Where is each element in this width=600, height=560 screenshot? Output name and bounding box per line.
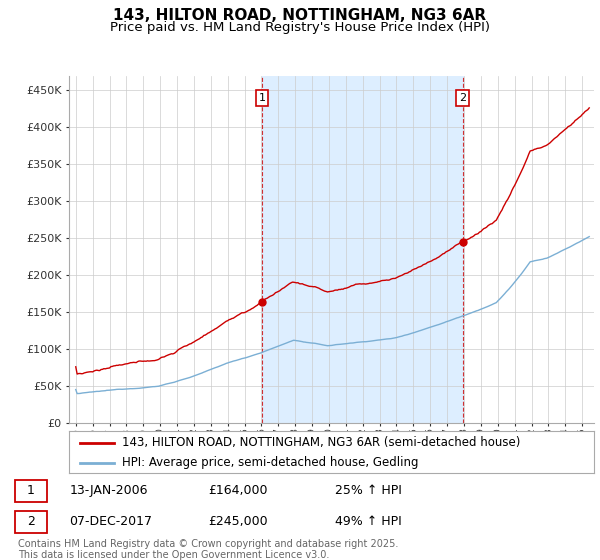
Text: HPI: Average price, semi-detached house, Gedling: HPI: Average price, semi-detached house,… [121,456,418,469]
FancyBboxPatch shape [15,479,47,502]
Text: 143, HILTON ROAD, NOTTINGHAM, NG3 6AR (semi-detached house): 143, HILTON ROAD, NOTTINGHAM, NG3 6AR (s… [121,436,520,450]
FancyBboxPatch shape [15,511,47,533]
Text: 07-DEC-2017: 07-DEC-2017 [70,515,152,529]
Text: 2: 2 [27,515,35,529]
Bar [262,76,463,423]
Text: 13-JAN-2006: 13-JAN-2006 [70,484,148,497]
Text: 143, HILTON ROAD, NOTTINGHAM, NG3 6AR: 143, HILTON ROAD, NOTTINGHAM, NG3 6AR [113,8,487,24]
Text: 1: 1 [27,484,35,497]
Text: 2: 2 [459,93,466,103]
Text: Price paid vs. HM Land Registry's House Price Index (HPI): Price paid vs. HM Land Registry's House … [110,21,490,34]
Text: £245,000: £245,000 [208,515,268,529]
Text: Contains HM Land Registry data © Crown copyright and database right 2025.
This d: Contains HM Land Registry data © Crown c… [18,539,398,560]
Text: 25% ↑ HPI: 25% ↑ HPI [335,484,401,497]
Text: £164,000: £164,000 [208,484,268,497]
Text: 1: 1 [259,93,266,103]
Text: 49% ↑ HPI: 49% ↑ HPI [335,515,401,529]
